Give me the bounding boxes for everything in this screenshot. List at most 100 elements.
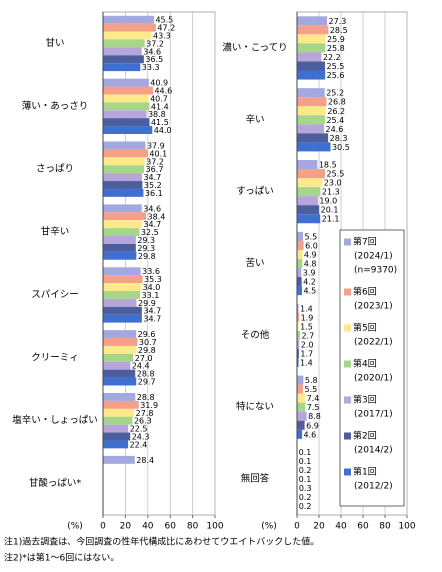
legend-period: (2014/2) <box>354 446 393 456</box>
value-label: 31.9 <box>140 401 158 410</box>
value-label: 37.2 <box>146 39 164 48</box>
bar <box>103 39 145 48</box>
bar <box>297 88 325 98</box>
value-label: 36.5 <box>145 55 163 64</box>
value-label: 24.3 <box>132 432 150 441</box>
value-label: 4.5 <box>303 287 316 296</box>
bar <box>103 63 141 72</box>
value-label: 7.5 <box>307 403 320 412</box>
bar <box>103 15 154 24</box>
category-label: すっぱい <box>236 186 274 197</box>
value-label: 35.3 <box>144 275 162 284</box>
bar <box>103 275 143 284</box>
value-label: 0.1 <box>299 448 312 457</box>
value-label: 18.5 <box>319 161 337 170</box>
value-label: 34.7 <box>143 315 161 324</box>
bar <box>297 240 304 250</box>
value-label: 34.7 <box>143 220 161 229</box>
value-label: 34.7 <box>143 307 161 316</box>
bar <box>103 23 156 32</box>
bar <box>103 118 150 127</box>
value-label: 6.0 <box>305 241 318 250</box>
legend-label: 第5回 <box>353 322 377 334</box>
x-tick-label: 60 <box>164 522 176 532</box>
x-axis-label: (%) <box>261 522 277 532</box>
x-tick-label: 0 <box>100 522 106 532</box>
value-label: 33.1 <box>142 291 160 300</box>
value-label: 29.3 <box>137 244 155 253</box>
value-label: 6.9 <box>306 421 319 430</box>
legend-period: (2022/1) <box>354 338 393 348</box>
category-label: さっぱり <box>36 164 74 175</box>
legend-label: 第6回 <box>353 286 377 298</box>
legend-swatch <box>344 432 351 440</box>
category-label: 濃い・こってり <box>222 41 287 53</box>
bar <box>103 400 139 409</box>
value-label: 40.7 <box>150 94 168 103</box>
category-label: その他 <box>241 329 270 341</box>
legend-label: 第3回 <box>353 394 377 406</box>
category-label: 甘酸っぱい* <box>29 477 82 489</box>
bar <box>103 188 144 197</box>
bar <box>103 455 135 464</box>
bar <box>297 231 304 241</box>
bar <box>103 102 150 111</box>
bar <box>297 178 323 188</box>
legend-swatch <box>344 360 351 368</box>
bar <box>297 169 326 179</box>
value-label: 2.0 <box>301 340 314 349</box>
value-label: 28.5 <box>330 26 348 35</box>
note: 注2)*は第1～6回にはない。 <box>4 552 119 564</box>
value-label: 1.4 <box>300 304 313 313</box>
value-label: 34.0 <box>143 283 161 292</box>
bar <box>297 348 299 358</box>
value-label: 4.8 <box>304 260 317 269</box>
bar <box>103 204 142 213</box>
bar <box>103 47 142 56</box>
note: 注1)過去調査は、今回調査の性年代構成比にあわせてウエイトバックした値。 <box>4 536 319 548</box>
bar <box>297 43 326 53</box>
category-label: 特にない <box>236 401 274 413</box>
value-label: 34.7 <box>143 173 161 182</box>
x-tick-label: 100 <box>398 522 415 532</box>
bar <box>103 212 147 221</box>
value-label: 0.2 <box>299 466 312 475</box>
value-label: 28.4 <box>136 456 154 465</box>
bar <box>103 94 149 103</box>
bar <box>103 126 153 134</box>
legend-swatch <box>344 468 351 476</box>
x-tick-label: 0 <box>294 522 300 532</box>
x-tick-label: 40 <box>142 522 154 532</box>
value-label: 25.9 <box>327 35 345 44</box>
value-label: 40.9 <box>150 79 168 88</box>
legend-label: 第4回 <box>353 358 377 370</box>
value-label: 21.1 <box>322 215 340 224</box>
value-label: 0.2 <box>299 502 312 511</box>
x-axis-label: (%) <box>67 522 83 532</box>
value-label: 26.2 <box>327 107 345 116</box>
bar <box>103 416 133 425</box>
bar <box>297 160 318 170</box>
value-label: 27.8 <box>136 409 154 418</box>
value-label: 0.1 <box>299 457 312 466</box>
value-label: 27.3 <box>329 17 347 26</box>
bar <box>103 290 141 299</box>
value-label: 0.1 <box>299 475 312 484</box>
value-label: 5.8 <box>305 376 318 385</box>
value-label: 33.6 <box>142 267 160 276</box>
value-label: 25.4 <box>326 116 344 125</box>
category-label: 甘い <box>45 37 64 49</box>
bar <box>103 306 142 315</box>
bar <box>297 187 321 197</box>
value-label: 41.4 <box>151 102 169 111</box>
value-label: 29.9 <box>138 299 156 308</box>
bar <box>297 429 303 439</box>
bar <box>297 61 326 71</box>
value-label: 20.1 <box>321 206 339 215</box>
bar <box>103 283 142 291</box>
legend-swatch <box>344 238 351 246</box>
value-label: 25.8 <box>327 44 345 53</box>
legend-label: 第7回 <box>353 236 377 248</box>
category-label: クリーミィ <box>31 352 79 363</box>
value-label: 27.0 <box>135 354 153 363</box>
